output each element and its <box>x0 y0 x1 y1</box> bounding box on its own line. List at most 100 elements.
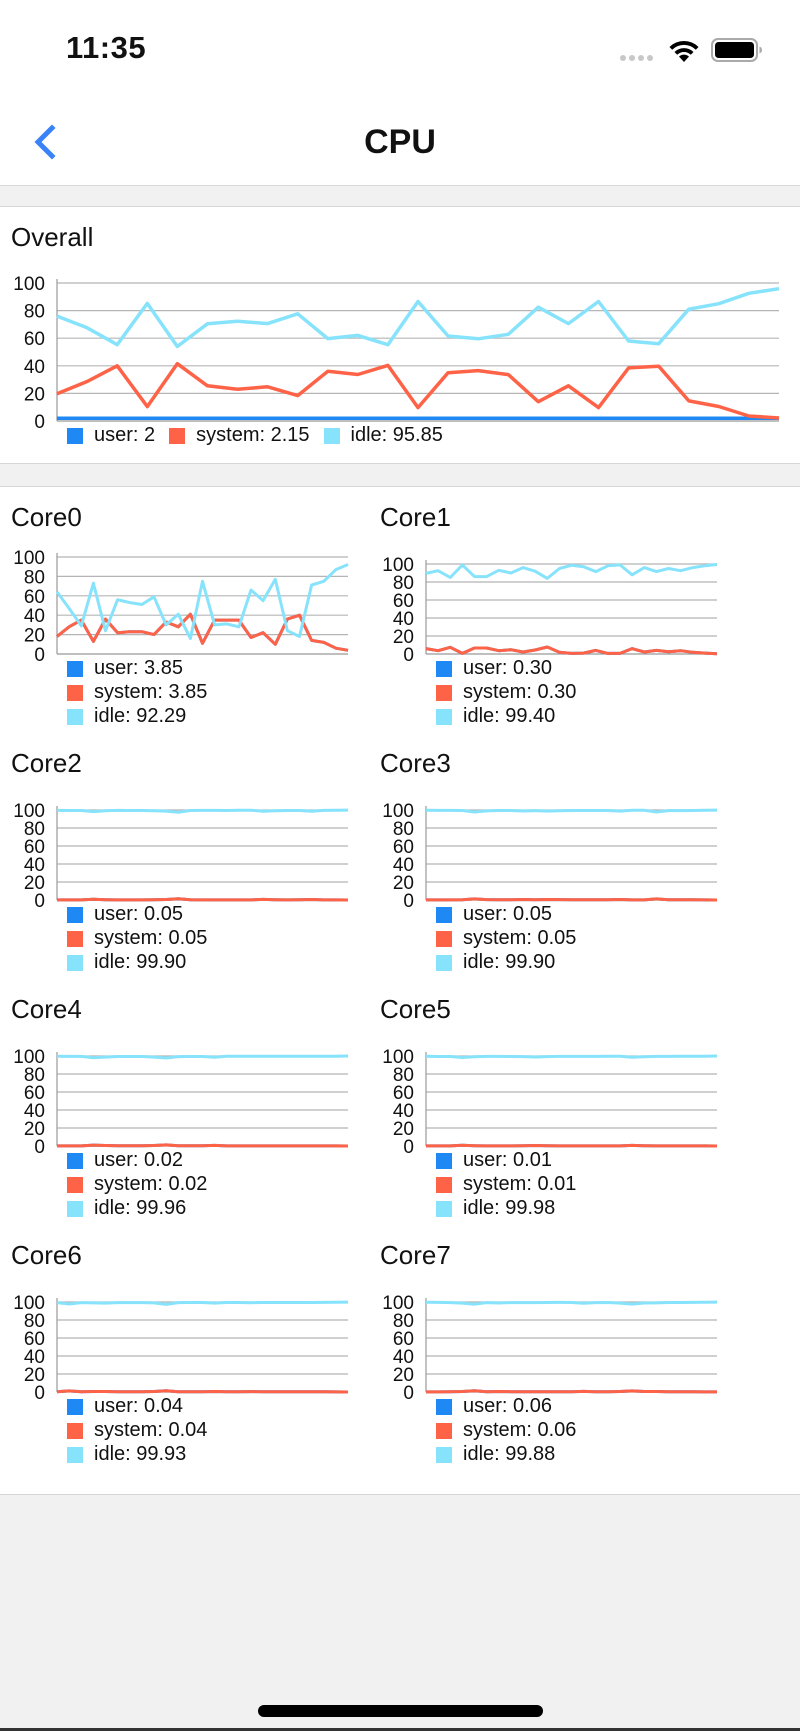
core-panel: Core0 0 20 40 60 80 100 user: 3.85 system: 3.85 i… <box>0 487 370 733</box>
page-title: CPU <box>364 123 436 161</box>
legend-label-user: user: 0.05 <box>94 903 183 925</box>
y-tick-label: 40 <box>393 1347 414 1368</box>
y-tick-label: 80 <box>24 1311 45 1332</box>
idle-series-line <box>425 808 718 814</box>
idle-series-line <box>425 563 718 580</box>
overall-card: Overall 0 20 40 60 80 100 user: 2 system: 2.1… <box>0 206 800 464</box>
y-tick-label: 80 <box>24 1065 45 1086</box>
home-indicator[interactable] <box>258 1705 543 1717</box>
navigation-bar: CPU <box>0 96 800 186</box>
core-title: Core2 <box>11 748 82 778</box>
legend-item-system: system: 0.06 <box>436 1419 576 1442</box>
idle-swatch <box>67 1446 83 1463</box>
back-button[interactable] <box>28 122 64 162</box>
idle-series-line <box>56 808 349 814</box>
idle-series-line <box>56 1054 349 1060</box>
y-tick-label: 80 <box>393 1065 414 1086</box>
legend-item-idle: idle: 99.93 <box>67 1443 186 1466</box>
system-swatch <box>67 684 83 701</box>
legend-item-user: user: 0.06 <box>436 1395 552 1418</box>
core-panel: Core7 0 20 40 60 80 100 user: 0.06 system: 0.06 i… <box>369 1225 739 1471</box>
system-swatch <box>67 1422 83 1439</box>
y-tick-label: 40 <box>393 609 414 630</box>
user-swatch <box>67 660 83 677</box>
y-tick-label: 100 <box>382 801 414 822</box>
idle-series-line <box>56 286 780 349</box>
idle-swatch <box>436 1200 452 1217</box>
core-panel: Core6 0 20 40 60 80 100 user: 0.04 system: 0.04 i… <box>0 1225 370 1471</box>
y-tick-label: 20 <box>24 384 45 405</box>
idle-swatch <box>67 1200 83 1217</box>
y-tick-label: 100 <box>13 1047 45 1068</box>
legend-label-user: user: 3.85 <box>94 657 183 679</box>
y-tick-label: 100 <box>382 555 414 576</box>
y-tick-label: 100 <box>382 1293 414 1314</box>
y-tick-label: 60 <box>393 1329 414 1350</box>
overall-line-chart: 0 20 40 60 80 100 <box>13 274 780 433</box>
legend-label-system: system: 0.04 <box>94 1419 208 1441</box>
legend-label-idle: idle: 99.90 <box>463 951 556 973</box>
idle-swatch <box>67 708 83 725</box>
legend-item-idle: idle: 99.90 <box>67 951 186 974</box>
legend-label-user: user: 2 <box>94 424 156 446</box>
user-swatch <box>67 1398 83 1415</box>
legend-label-system: system: 0.01 <box>463 1173 577 1195</box>
y-tick-label: 20 <box>393 1119 414 1140</box>
y-tick-label: 20 <box>24 1119 45 1140</box>
legend-label-idle: idle: 99.96 <box>94 1197 187 1219</box>
legend-item-user: user: 0.04 <box>67 1395 183 1418</box>
y-tick-label: 60 <box>393 1083 414 1104</box>
y-tick-label: 60 <box>393 837 414 858</box>
legend-item-system: system: 0.30 <box>436 681 576 704</box>
user-swatch <box>436 1398 452 1415</box>
y-tick-label: 60 <box>24 587 45 608</box>
y-tick-label: 0 <box>403 1383 414 1404</box>
y-tick-label: 0 <box>403 891 414 912</box>
system-series-line <box>56 612 349 652</box>
y-tick-label: 40 <box>24 606 45 627</box>
legend-label-idle: idle: 99.93 <box>94 1443 187 1465</box>
legend-item-system: system: 0.01 <box>436 1173 576 1196</box>
legend-label-system: system: 0.05 <box>463 927 577 949</box>
system-series-line <box>425 645 718 656</box>
system-series-line <box>426 1389 717 1394</box>
y-tick-label: 80 <box>393 819 414 840</box>
idle-swatch <box>436 1446 452 1463</box>
y-tick-label: 60 <box>24 837 45 858</box>
legend-item-idle: idle: 99.96 <box>67 1197 186 1220</box>
y-tick-label: 40 <box>24 1101 45 1122</box>
overall-title: Overall <box>11 222 94 252</box>
status-time: 11:35 <box>66 30 147 65</box>
system-series-line <box>57 1143 349 1148</box>
legend-label-idle: idle: 95.85 <box>350 424 443 446</box>
legend-label-idle: idle: 99.88 <box>463 1443 556 1465</box>
user-swatch <box>67 906 83 923</box>
system-series-line <box>57 897 349 902</box>
user-swatch <box>436 660 452 677</box>
y-tick-label: 80 <box>24 302 45 323</box>
overall-legend: user: 2 system: 2.15 idle: 95.85 <box>67 424 457 447</box>
y-tick-label: 100 <box>13 1293 45 1314</box>
y-tick-label: 40 <box>393 855 414 876</box>
core-title: Core7 <box>380 1240 451 1270</box>
y-tick-label: 80 <box>24 567 45 588</box>
system-swatch <box>436 1422 452 1439</box>
system-swatch <box>436 1176 452 1193</box>
idle-series-line <box>55 563 349 640</box>
user-swatch <box>67 427 83 444</box>
system-swatch <box>169 427 186 444</box>
y-tick-label: 40 <box>393 1101 414 1122</box>
y-tick-label: 0 <box>34 891 45 912</box>
legend-item-user: user: 0.30 <box>436 657 552 680</box>
battery-icon <box>711 38 762 62</box>
user-swatch <box>436 1152 452 1169</box>
y-tick-label: 0 <box>34 1383 45 1404</box>
legend-item-system: system: 0.04 <box>67 1419 207 1442</box>
legend-item-user: user: 3.85 <box>67 657 183 680</box>
screen-bottom-edge <box>0 1728 800 1731</box>
legend-item-user: user: 0.05 <box>436 903 552 926</box>
